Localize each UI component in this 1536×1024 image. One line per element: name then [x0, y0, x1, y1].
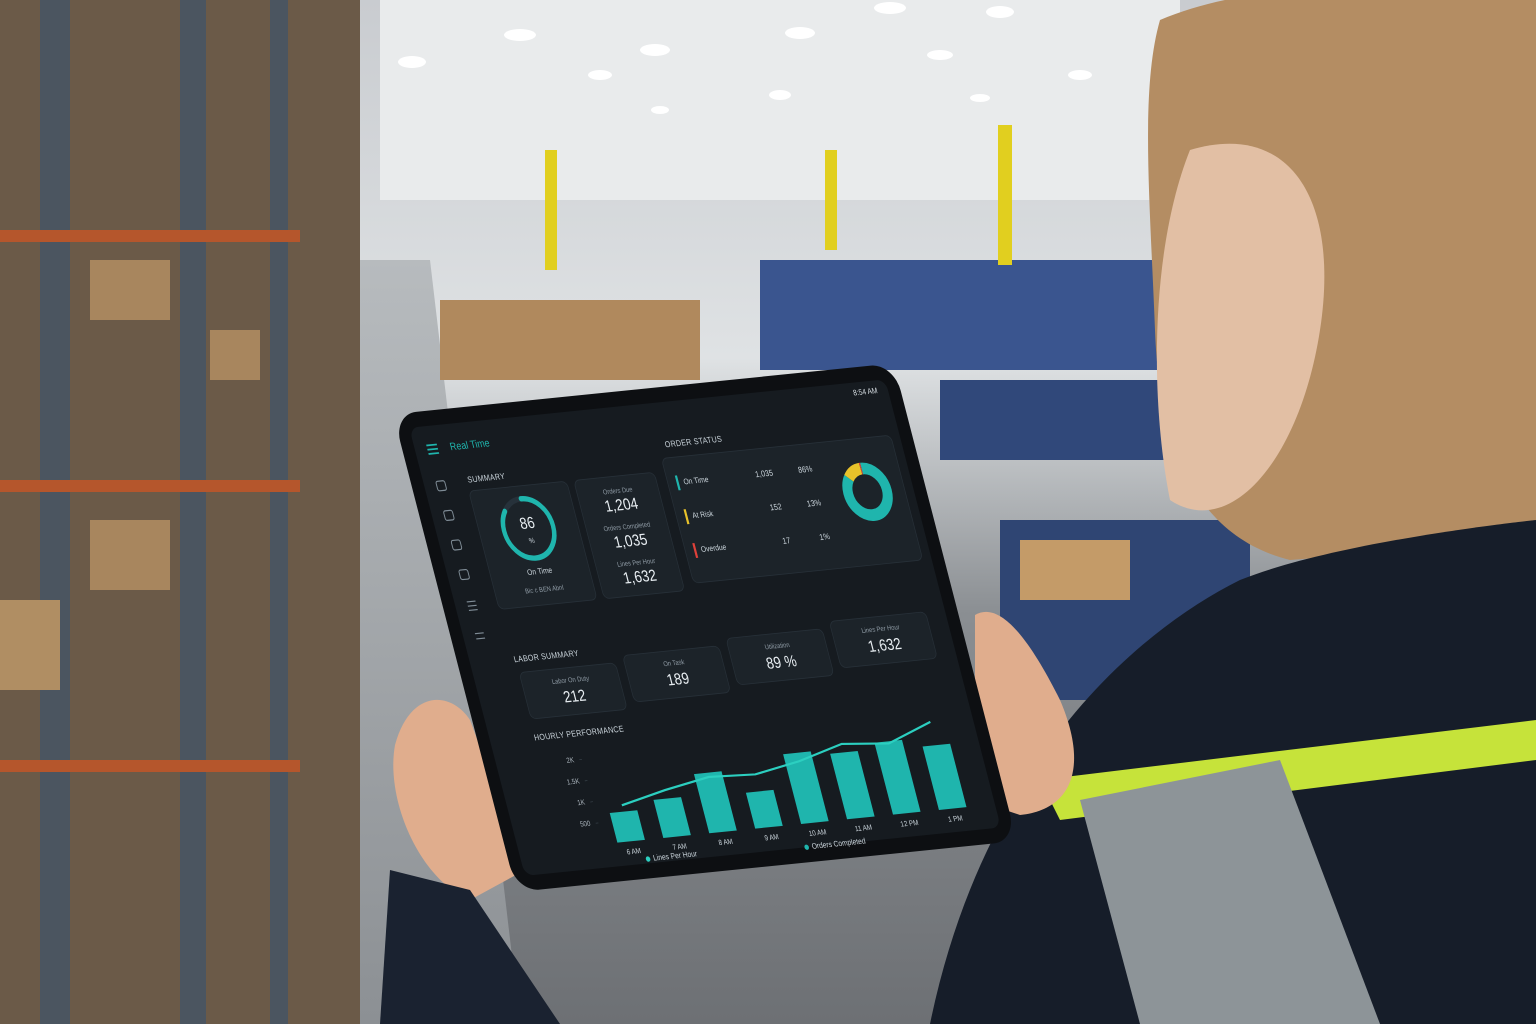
labor-label: Labor On Duty: [551, 675, 591, 686]
labor-card: [623, 645, 730, 702]
menu-icon[interactable]: [426, 443, 440, 455]
labor-card: [726, 628, 834, 685]
metric-label: Lines Per Hour: [616, 558, 657, 569]
screen-title: Real Time: [449, 438, 492, 454]
inventory-icon[interactable]: [450, 539, 463, 551]
legend-label: Lines Per Hour: [652, 849, 699, 863]
ceiling-lights: [398, 2, 1092, 114]
on-time-footnote: Bic c BEN Abnl: [524, 584, 564, 595]
order-status-rows: On Time 1,035 86% At Risk 152 13% Overdue 17 1%: [674, 462, 893, 559]
on-time-card: [469, 481, 597, 610]
on-time-value: 86: [518, 515, 537, 534]
bar: [745, 789, 783, 829]
bar: [922, 743, 967, 810]
labor-label: Utilization: [764, 642, 791, 652]
status-label: Overdue: [700, 542, 728, 554]
x-tick-label: 9 AM: [764, 834, 780, 843]
hands: [380, 611, 1075, 1024]
worker: [930, 0, 1536, 1024]
bar: [609, 810, 645, 843]
legend-swatch: [645, 856, 651, 862]
metric-value: 1,204: [603, 496, 640, 516]
x-tick-label: 10 AM: [808, 829, 827, 838]
bar: [653, 797, 691, 838]
orders-card: [574, 472, 684, 599]
home-icon[interactable]: [435, 480, 447, 492]
status-indicator: [683, 509, 690, 525]
gauge-arc: [500, 496, 557, 561]
status-count: 1,035: [754, 468, 775, 479]
legend-swatch: [804, 844, 809, 850]
labor-value: 212: [562, 688, 588, 707]
donut-segment: [842, 462, 893, 521]
bar: [783, 751, 829, 824]
metric-label: Orders Due: [602, 486, 634, 496]
line: [621, 720, 931, 807]
labor-label: Lines Per Hour: [861, 624, 902, 635]
y-tick-label: 500: [579, 820, 591, 829]
x-tick-label: 11 AM: [854, 824, 873, 833]
bar: [830, 750, 875, 820]
bar: [693, 771, 737, 834]
status-percent: 1%: [818, 532, 831, 543]
tablet: Real Time 8:54 AM SUMMARY 86 % On Time B…: [399, 365, 1011, 890]
status-percent: 13%: [806, 498, 822, 509]
labor-card: [830, 611, 937, 668]
labor-value: 1,632: [866, 636, 903, 656]
status-indicator: [692, 543, 699, 559]
x-tick-label: 8 AM: [718, 838, 734, 847]
bar: [874, 739, 921, 815]
clock: 8:54 AM: [852, 386, 879, 398]
labor-value: 89 %: [764, 653, 798, 673]
status-label: On Time: [682, 474, 709, 486]
x-tick-label: 6 AM: [626, 848, 642, 857]
status-count: 152: [769, 502, 783, 513]
y-tick-label: 2K: [566, 757, 576, 765]
x-tick-label: 1 PM: [947, 815, 963, 824]
status-count: 17: [781, 536, 791, 546]
labor-metrics: Labor On Duty 212 On Task 189 Utilization89 …: [520, 611, 937, 719]
status-indicator: [674, 475, 681, 491]
y-tick-label: 1.5K: [566, 778, 581, 787]
status-percent: 86%: [797, 464, 813, 475]
camera-icon[interactable]: [458, 568, 470, 581]
labor-label: On Task: [663, 659, 686, 669]
orders-icon[interactable]: [443, 509, 455, 521]
x-tick-label: 12 PM: [900, 819, 920, 828]
list-icon[interactable]: [466, 600, 478, 611]
settings-icon[interactable]: [474, 632, 486, 640]
section-title: SUMMARY: [466, 471, 506, 484]
y-tick-label: 1K: [577, 799, 587, 807]
labor-value: 189: [665, 671, 691, 690]
left-racking: [0, 0, 360, 1024]
x-tick-label: 7 AM: [672, 843, 688, 852]
metric-value: 1,632: [621, 568, 658, 588]
on-time-label: On Time: [526, 565, 553, 577]
sidebar: [435, 480, 486, 640]
status-label: At Risk: [691, 509, 714, 521]
on-time-unit: %: [528, 537, 535, 545]
labor-card: [520, 662, 627, 719]
metric-value: 1,035: [612, 532, 649, 552]
